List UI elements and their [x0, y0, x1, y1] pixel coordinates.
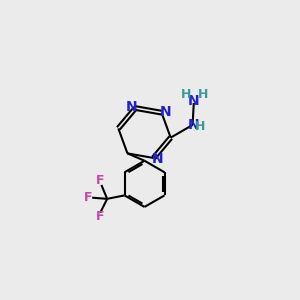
Text: F: F	[96, 174, 104, 187]
Text: N: N	[125, 100, 137, 114]
Text: N: N	[188, 118, 200, 132]
Text: H: H	[195, 120, 205, 133]
Text: F: F	[84, 191, 92, 204]
Text: N: N	[160, 104, 172, 118]
Text: N: N	[152, 152, 164, 166]
Text: H: H	[181, 88, 192, 101]
Text: N: N	[188, 94, 200, 108]
Text: H: H	[198, 88, 208, 101]
Text: F: F	[96, 210, 104, 224]
